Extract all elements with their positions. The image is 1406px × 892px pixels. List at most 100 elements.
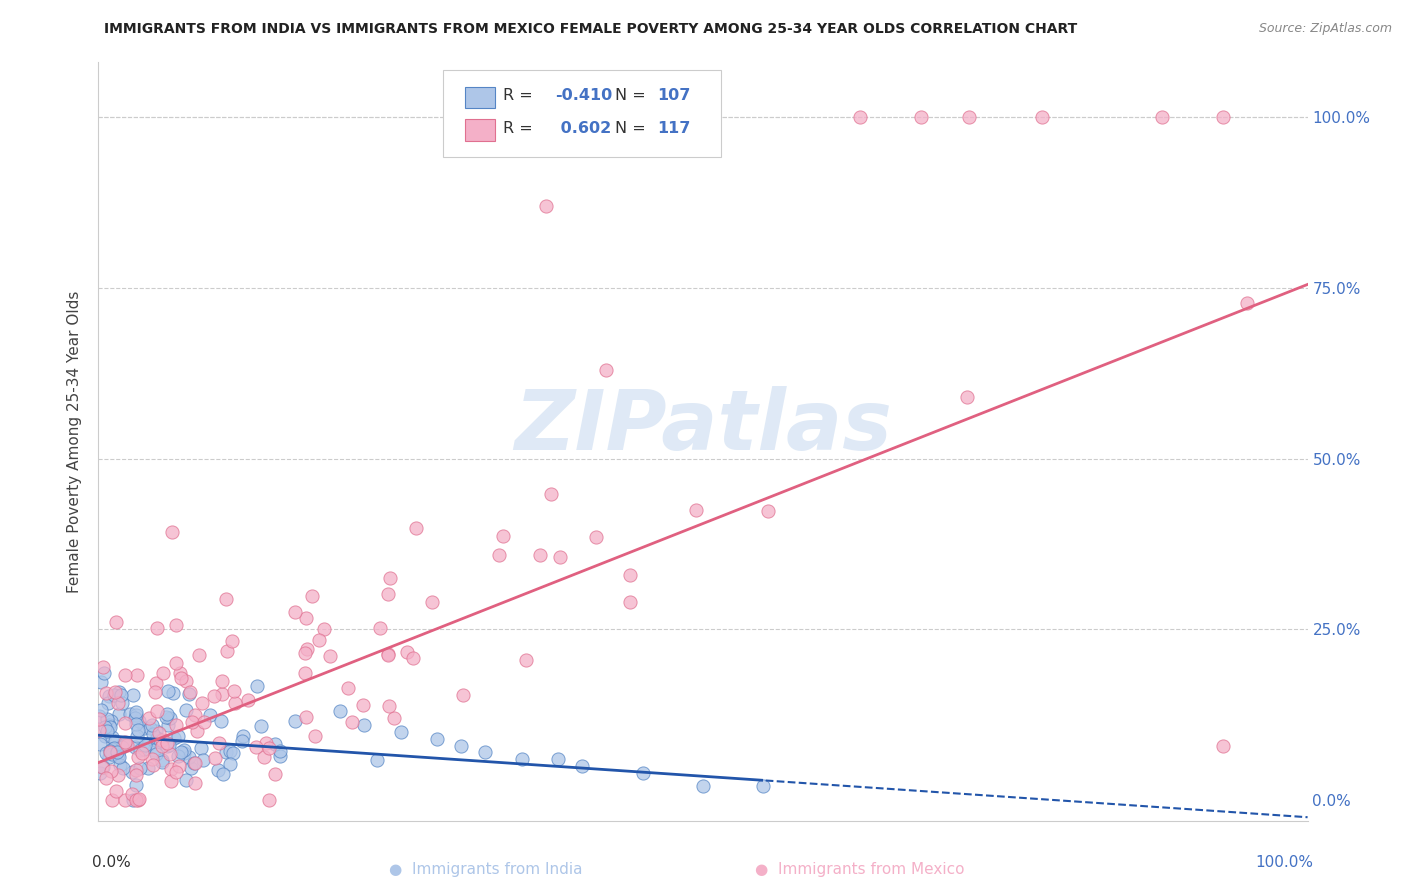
Point bbox=[215, 745, 238, 759]
Point bbox=[167, 759, 190, 773]
Text: -0.410: -0.410 bbox=[555, 87, 613, 103]
Point bbox=[619, 595, 641, 609]
Point bbox=[165, 764, 187, 779]
Point bbox=[114, 735, 136, 749]
Point bbox=[342, 715, 364, 730]
Point bbox=[353, 698, 375, 713]
Point bbox=[91, 760, 114, 774]
Point bbox=[204, 751, 226, 765]
Point bbox=[103, 688, 125, 702]
Point bbox=[231, 734, 253, 748]
Point bbox=[124, 778, 146, 792]
Point bbox=[145, 724, 167, 739]
Y-axis label: Female Poverty Among 25-34 Year Olds: Female Poverty Among 25-34 Year Olds bbox=[67, 291, 83, 592]
Point bbox=[183, 775, 205, 789]
Point bbox=[97, 697, 120, 711]
Point bbox=[146, 704, 169, 718]
Point bbox=[236, 693, 259, 707]
Point bbox=[167, 729, 190, 743]
Bar bbox=[465, 87, 495, 108]
Point bbox=[87, 723, 110, 737]
Point bbox=[149, 733, 172, 747]
Point bbox=[269, 743, 291, 757]
Point bbox=[232, 729, 254, 743]
Point bbox=[184, 756, 207, 770]
Point bbox=[184, 707, 207, 722]
Point bbox=[474, 745, 496, 759]
Point bbox=[395, 645, 418, 659]
Point bbox=[263, 767, 285, 781]
Point bbox=[1212, 739, 1234, 753]
Point bbox=[179, 685, 201, 699]
Point bbox=[571, 759, 593, 773]
Point bbox=[110, 688, 132, 702]
Point bbox=[145, 676, 167, 690]
Point bbox=[125, 707, 148, 722]
Point bbox=[211, 674, 233, 689]
Point bbox=[125, 768, 148, 782]
Point bbox=[177, 687, 200, 701]
Point bbox=[127, 793, 149, 807]
Point bbox=[94, 685, 117, 699]
Point bbox=[191, 753, 214, 767]
Point bbox=[103, 740, 125, 755]
Point bbox=[104, 784, 127, 798]
Point bbox=[957, 110, 980, 124]
Point bbox=[98, 744, 121, 758]
Point bbox=[108, 749, 131, 764]
Bar bbox=[465, 120, 495, 141]
Point bbox=[150, 756, 173, 770]
Point bbox=[107, 767, 129, 781]
Point bbox=[752, 780, 775, 794]
Point bbox=[308, 632, 330, 647]
Point bbox=[173, 746, 195, 760]
Point bbox=[529, 549, 551, 563]
Point bbox=[101, 793, 124, 807]
Point bbox=[956, 390, 979, 404]
Point bbox=[108, 758, 131, 772]
Point bbox=[910, 110, 932, 124]
Point bbox=[96, 713, 118, 727]
Point bbox=[104, 734, 127, 748]
Point bbox=[124, 740, 146, 755]
Point bbox=[420, 595, 443, 609]
Point bbox=[209, 714, 232, 728]
Point bbox=[127, 749, 149, 764]
Point bbox=[93, 720, 115, 734]
Point bbox=[157, 739, 180, 753]
Point bbox=[177, 749, 200, 764]
Text: R =: R = bbox=[503, 121, 538, 136]
Point bbox=[585, 530, 607, 544]
Point bbox=[107, 748, 129, 763]
Point bbox=[492, 529, 515, 543]
Point bbox=[187, 648, 209, 662]
Point bbox=[382, 711, 405, 725]
Point bbox=[252, 749, 274, 764]
Point bbox=[378, 698, 401, 713]
Point bbox=[114, 737, 136, 751]
Point bbox=[162, 525, 184, 540]
Point bbox=[368, 621, 391, 635]
Text: R =: R = bbox=[503, 87, 538, 103]
Point bbox=[100, 764, 122, 778]
Point bbox=[97, 750, 120, 764]
Point bbox=[134, 742, 156, 756]
Point bbox=[245, 739, 267, 754]
Point bbox=[183, 756, 205, 771]
Point bbox=[125, 763, 148, 777]
Point bbox=[165, 656, 187, 670]
Point bbox=[142, 758, 165, 772]
Point bbox=[159, 747, 181, 761]
Point bbox=[150, 733, 173, 747]
Point bbox=[155, 710, 177, 724]
Point bbox=[378, 571, 401, 585]
Point bbox=[107, 745, 129, 759]
Point bbox=[112, 738, 135, 752]
Point bbox=[1212, 110, 1234, 124]
Point bbox=[156, 739, 179, 754]
Point bbox=[143, 685, 166, 699]
Point bbox=[136, 738, 159, 752]
Point bbox=[114, 667, 136, 681]
Point bbox=[259, 793, 281, 807]
Point bbox=[108, 685, 131, 699]
